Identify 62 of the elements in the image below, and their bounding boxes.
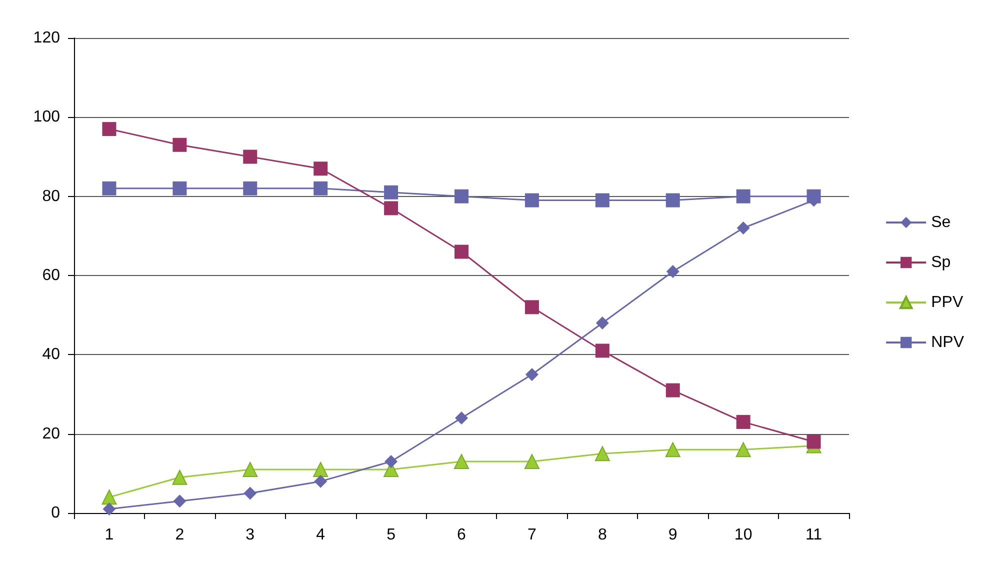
legend-label: NPV xyxy=(931,334,964,351)
point xyxy=(454,189,468,204)
point xyxy=(242,462,258,477)
point xyxy=(454,454,469,470)
point xyxy=(313,462,328,477)
point xyxy=(172,470,188,485)
x-tick-label: 7 xyxy=(528,526,536,544)
y-tick-label: 20 xyxy=(42,425,60,442)
point xyxy=(244,486,257,500)
y-tick-label: 120 xyxy=(33,30,60,46)
point xyxy=(736,189,750,204)
point xyxy=(102,490,117,505)
x-tick-label: 10 xyxy=(734,526,752,544)
x-tick-label: 1 xyxy=(104,526,114,544)
point xyxy=(525,368,538,381)
x-tick-label: 5 xyxy=(386,526,396,544)
point xyxy=(524,193,539,208)
point xyxy=(595,344,610,358)
point xyxy=(595,193,610,208)
point xyxy=(736,414,750,429)
x-tick-label: 8 xyxy=(598,526,607,544)
point xyxy=(736,222,750,234)
point xyxy=(454,244,468,259)
point xyxy=(173,494,186,508)
x-tick-label: 9 xyxy=(668,526,678,544)
point xyxy=(102,502,116,516)
point xyxy=(102,122,116,136)
point xyxy=(384,185,398,200)
y-tick-label: 60 xyxy=(42,267,60,284)
point xyxy=(806,434,821,449)
point xyxy=(596,316,609,330)
point xyxy=(243,181,258,196)
y-tick-label: 0 xyxy=(51,504,60,522)
y-tick-label: 100 xyxy=(33,108,60,126)
x-tick-label: 3 xyxy=(246,526,255,544)
legend-label: Se xyxy=(931,214,951,231)
point xyxy=(384,455,398,468)
x-tick-label: 6 xyxy=(457,526,466,544)
legend-label: Sp xyxy=(931,254,951,271)
point xyxy=(594,446,610,462)
point xyxy=(102,181,116,196)
point xyxy=(172,181,187,196)
point xyxy=(243,150,258,164)
y-tick-label: 80 xyxy=(42,188,60,205)
point xyxy=(665,442,680,458)
point xyxy=(666,383,680,398)
point xyxy=(314,181,328,196)
legend-label: PPV xyxy=(931,294,964,311)
point xyxy=(666,265,680,278)
point xyxy=(314,474,328,488)
x-tick-label: 11 xyxy=(805,526,822,544)
point xyxy=(455,412,468,424)
point xyxy=(736,442,751,458)
point xyxy=(524,454,540,470)
point xyxy=(524,300,539,314)
y-tick-label: 40 xyxy=(42,346,60,364)
point xyxy=(384,201,398,216)
x-tick-label: 2 xyxy=(175,526,184,544)
x-tick-label: 4 xyxy=(316,526,326,544)
point xyxy=(666,193,680,208)
point xyxy=(314,162,328,176)
point xyxy=(172,138,187,152)
